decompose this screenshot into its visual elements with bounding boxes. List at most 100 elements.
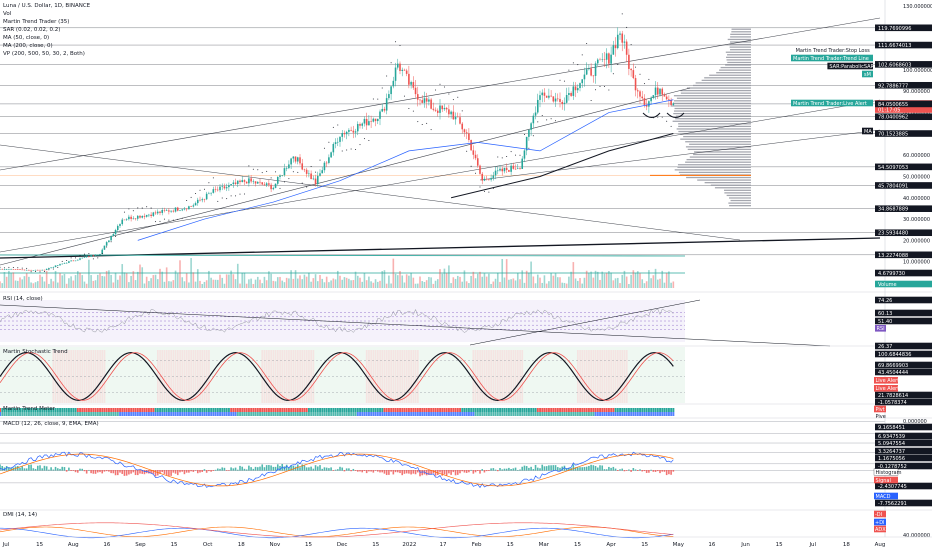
candle-body <box>439 105 441 113</box>
volume-bar <box>463 270 466 288</box>
candle-body <box>203 199 206 200</box>
meter-cell <box>565 408 568 412</box>
macd-histogram-bar <box>396 470 399 473</box>
legend-sar[interactable]: SAR (0.02, 0.02, 0.2) <box>3 27 61 33</box>
volume-bar <box>630 274 632 288</box>
stoch-band <box>374 350 377 403</box>
meter-cell <box>299 408 301 412</box>
pane-label-bg <box>875 499 932 507</box>
meter-cell <box>634 408 637 412</box>
meter-cell <box>152 408 155 412</box>
sar-dot <box>519 154 521 156</box>
macd-histogram-bar <box>243 468 246 471</box>
meter-cell <box>656 412 659 416</box>
volume-bar <box>483 273 486 288</box>
price-axis[interactable]: 130.000000100.00000090.00000080.00000070… <box>791 4 932 539</box>
candle-body <box>323 162 326 171</box>
volume-bar <box>23 276 26 288</box>
macd-badge: Signal <box>876 478 891 484</box>
macd-histogram-bar <box>363 470 366 471</box>
meter-cell <box>203 408 206 412</box>
rsi-legend[interactable]: RSI (14, close) <box>3 296 43 302</box>
volume-profile-bar <box>704 77 751 79</box>
volume-bar <box>450 283 452 288</box>
volume-bar <box>594 270 597 288</box>
candle-body <box>256 181 259 184</box>
stoch-legend[interactable]: Martin Stochastic Trend <box>3 349 68 355</box>
candle-body <box>399 63 401 71</box>
sar-dot <box>488 191 490 193</box>
meter-cell <box>632 408 635 412</box>
volume-profile-bar <box>729 197 751 199</box>
volume-bar <box>70 276 72 288</box>
meter-cell <box>414 412 417 416</box>
candle-body <box>563 102 566 105</box>
volume-bar <box>61 275 64 288</box>
candle-body <box>130 216 132 219</box>
macd-histogram-bar <box>456 470 459 475</box>
dmi-legend[interactable]: DMI (14, 14) <box>3 512 38 518</box>
volume-bar <box>43 281 46 288</box>
candle-body <box>476 158 479 166</box>
meter-cell <box>330 408 333 412</box>
macd-histogram-bar <box>312 468 315 471</box>
legend-martin-trend-trader[interactable]: Martin Trend Trader (35) <box>3 19 70 25</box>
meter-cell <box>410 412 413 416</box>
volume-bar <box>572 262 575 288</box>
meter-cell <box>499 412 501 416</box>
meter-cell <box>396 412 399 416</box>
candle-body <box>405 70 408 74</box>
legend-vol[interactable]: Vol <box>3 11 12 17</box>
meter-cell <box>185 408 188 412</box>
sar-dot <box>617 64 619 66</box>
macd-histogram-bar <box>543 466 546 471</box>
volume-bar <box>476 273 479 288</box>
stoch-badge: Live Alert <box>876 378 900 384</box>
meter-cell <box>307 412 310 416</box>
sar-dot <box>132 210 134 212</box>
meter-cell <box>27 412 30 416</box>
candle-body <box>419 99 421 101</box>
meter-cell <box>423 408 426 412</box>
candle-body <box>659 88 661 95</box>
candle-body <box>612 45 615 55</box>
volume-bar <box>112 282 115 288</box>
macd-histogram-bar <box>383 470 386 474</box>
macd-histogram-bar <box>399 470 401 474</box>
volume-profile-bar <box>728 202 751 204</box>
time-tick: Feb <box>472 542 482 548</box>
candle-body <box>192 205 195 207</box>
meter-cell <box>439 408 441 412</box>
macd-histogram-bar <box>245 469 248 471</box>
time-tick: 15 <box>641 542 648 548</box>
meter-cell <box>483 408 486 412</box>
trend-meter-legend[interactable]: Martin Trend Meter <box>3 406 56 412</box>
candle-body <box>394 67 397 81</box>
legend-vp[interactable]: VP (200, 500, 50, 30, 2, Both) <box>3 51 85 57</box>
legend-ma200[interactable]: MA (200, close, 0) <box>3 43 53 49</box>
macd-legend[interactable]: MACD (12, 26, close, 9, EMA, EMA) <box>3 421 99 427</box>
meter-cell <box>172 408 175 412</box>
time-axis[interactable]: Jul 15 Aug 16 Sep 15 Oct 18 Nov 15 Dec 15 2022 17 Feb 1… <box>0 536 932 548</box>
macd-histogram-bar <box>336 469 339 471</box>
volume-bar <box>28 276 30 288</box>
volume-bar <box>639 273 641 288</box>
meter-cell <box>54 408 57 412</box>
volume-bar <box>510 279 512 288</box>
pane-label: 51.40 <box>878 319 892 325</box>
volume-bar <box>168 281 170 288</box>
meter-cell <box>643 412 646 416</box>
candle-body <box>545 95 548 98</box>
macd-histogram-bar <box>183 470 186 475</box>
volume-bar <box>254 279 257 288</box>
meter-cell <box>652 412 655 416</box>
candle-body <box>479 165 481 174</box>
sar-dot <box>381 87 383 89</box>
legend-ma50[interactable]: MA (50, close, 0) <box>3 35 50 41</box>
volume-bar <box>25 273 28 288</box>
meter-cell <box>159 412 161 416</box>
meter-cell <box>65 412 68 416</box>
sar-dot <box>115 235 117 237</box>
stoch-badge: Live Alert <box>876 386 900 392</box>
